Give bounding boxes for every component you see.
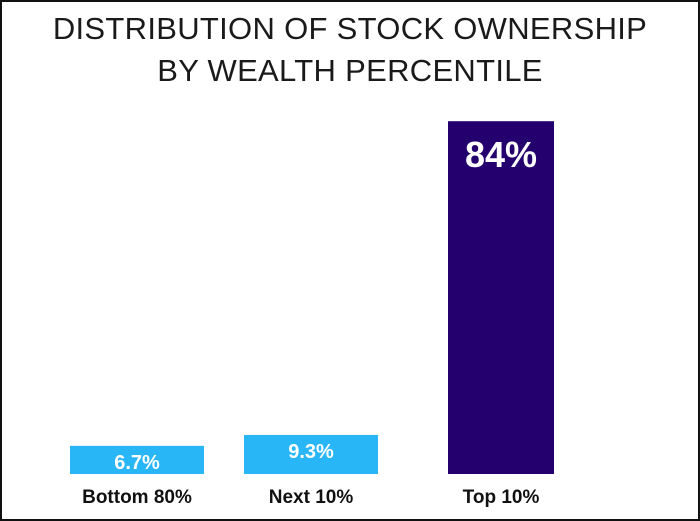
category-label: Bottom 80%: [82, 487, 192, 508]
category-label: Top 10%: [463, 487, 540, 508]
bar-top-10: [448, 121, 554, 474]
category-label: Next 10%: [269, 487, 354, 508]
chart-title-line-1: DISTRIBUTION OF STOCK OWNERSHIP: [52, 11, 648, 46]
chart-title: DISTRIBUTION OF STOCK OWNERSHIP BY WEALT…: [0, 8, 700, 92]
data-label: 6.7%: [114, 452, 160, 474]
bar-next-10: [244, 434, 378, 474]
bar-bottom-80: [70, 445, 204, 474]
data-label: 9.3%: [288, 441, 334, 463]
data-label: 84%: [465, 134, 537, 175]
chart-title-line-2: BY WEALTH PERCENTILE: [157, 53, 543, 88]
